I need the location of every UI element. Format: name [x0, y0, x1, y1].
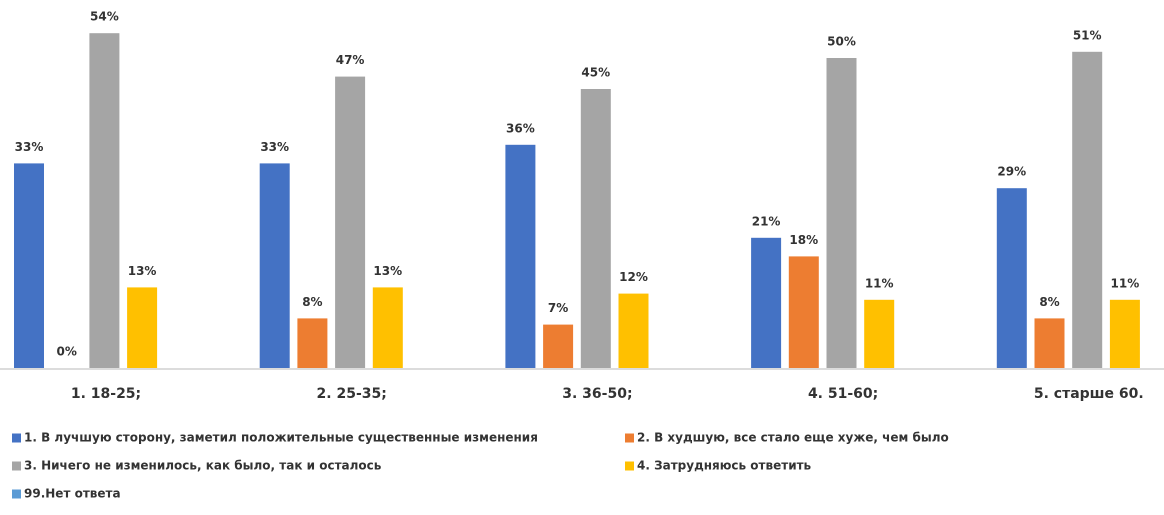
data-label: 13%: [373, 264, 402, 278]
data-label: 11%: [1111, 276, 1140, 290]
bar: [580, 89, 611, 368]
legend-label: 2. В худшую, все стало еще хуже, чем был…: [637, 431, 949, 445]
x-tick-label: 2. 25-35;: [317, 386, 387, 402]
data-label: 29%: [997, 165, 1026, 179]
bar: [89, 33, 120, 368]
bar: [1072, 51, 1103, 369]
data-label: 54%: [90, 10, 119, 24]
bar: [751, 237, 782, 368]
data-label: 51%: [1073, 28, 1102, 42]
data-label: 0%: [57, 345, 77, 359]
data-label: 11%: [865, 276, 894, 290]
data-label: 8%: [302, 295, 322, 309]
data-label: 36%: [506, 121, 535, 135]
bar: [14, 163, 44, 368]
data-label: 8%: [1039, 295, 1059, 309]
bar: [618, 293, 649, 368]
data-label: 50%: [827, 35, 856, 49]
bar: [259, 163, 290, 368]
legend-swatch: [12, 433, 21, 443]
data-label: 18%: [789, 233, 818, 247]
data-label: 12%: [619, 270, 648, 284]
data-label: 21%: [752, 214, 781, 228]
legend-swatch: [625, 433, 634, 443]
legend-swatch: [12, 461, 21, 471]
legend-label: 4. Затрудняюсь ответить: [637, 459, 812, 473]
legend-label: 99.Нет ответа: [24, 487, 121, 501]
data-label: 33%: [15, 140, 44, 154]
data-label: 45%: [581, 66, 610, 80]
data-label: 7%: [548, 301, 568, 315]
legend-label: 1. В лучшую сторону, заметил положительн…: [24, 431, 538, 445]
bar: [543, 324, 574, 368]
bar: [505, 144, 536, 368]
bar: [127, 287, 158, 368]
x-tick-label: 4. 51-60;: [808, 386, 878, 402]
legend-swatch: [12, 489, 21, 499]
x-tick-label: 5. старше 60.: [1034, 386, 1144, 402]
data-label: 47%: [336, 53, 365, 67]
legend-swatch: [625, 461, 634, 471]
bar: [826, 58, 857, 368]
bar: [297, 318, 328, 368]
x-tick-label: 3. 36-50;: [562, 386, 632, 402]
legend-label: 3. Ничего не изменилось, как было, так и…: [24, 459, 382, 473]
bar: [1109, 299, 1140, 368]
bar: [1034, 318, 1065, 368]
bar: [372, 287, 403, 368]
x-tick-label: 1. 18-25;: [71, 386, 141, 402]
bar: [788, 256, 819, 368]
data-label: 33%: [260, 140, 289, 154]
bar: [996, 188, 1027, 368]
bar: [864, 299, 895, 368]
bar: [335, 76, 366, 368]
data-label: 13%: [128, 264, 157, 278]
